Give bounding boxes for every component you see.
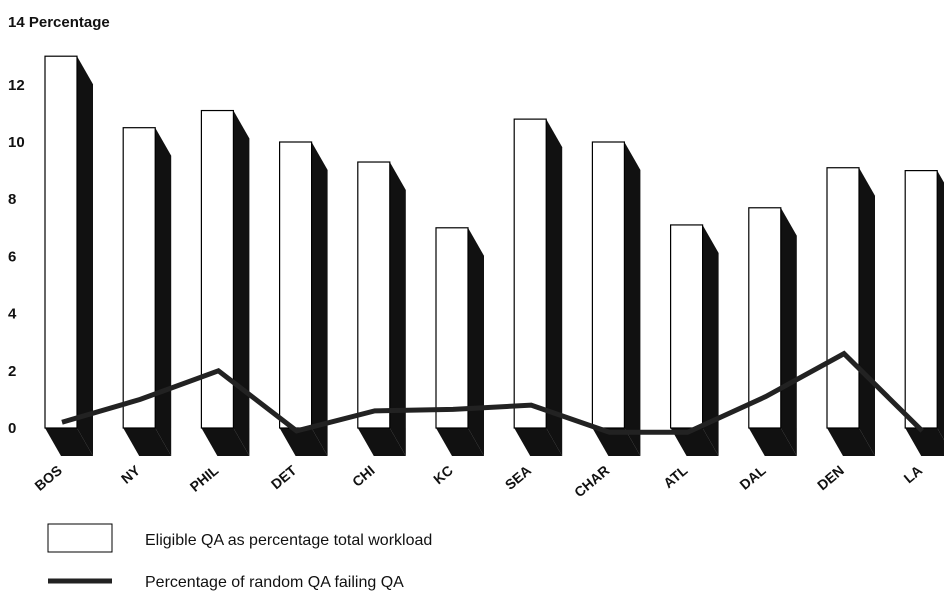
bar bbox=[357, 161, 391, 429]
x-axis-labels: BOS NY PHIL DET CHI KC SEA CHAR ATL DAL DEN LA bbox=[31, 462, 925, 501]
y-tick-label: 12 bbox=[8, 77, 25, 94]
y-tick-label: 10 bbox=[8, 134, 25, 151]
y-tick-label: 2 bbox=[8, 363, 16, 380]
bar-bottom-shadow bbox=[827, 428, 875, 456]
legend: Eligible QA as percentage total workload… bbox=[47, 523, 432, 591]
bar-bottom-shadow bbox=[357, 428, 406, 456]
bar-series bbox=[44, 55, 944, 457]
y-axis-ticks: 0 2 4 6 8 10 12 bbox=[8, 77, 25, 437]
x-category-label: ATL bbox=[660, 462, 691, 491]
x-category-label: NY bbox=[118, 462, 144, 487]
bar-side-face bbox=[780, 207, 797, 456]
line-series-path bbox=[61, 350, 924, 435]
bar-bottom-shadow bbox=[905, 428, 944, 456]
bar bbox=[591, 141, 626, 429]
bar bbox=[669, 224, 704, 429]
bar-bottom-shadow bbox=[436, 428, 484, 456]
bar-side-face bbox=[468, 227, 484, 456]
legend-swatch-bar bbox=[47, 523, 113, 553]
bar-bottom-shadow bbox=[670, 428, 719, 456]
legend-label-bar: Eligible QA as percentage total workload bbox=[145, 532, 432, 549]
bar-side-face bbox=[389, 162, 406, 456]
bar bbox=[44, 55, 78, 429]
bar bbox=[513, 118, 547, 429]
bar bbox=[435, 227, 469, 429]
x-category-label: DAL bbox=[736, 462, 769, 493]
x-category-label: DET bbox=[268, 462, 300, 493]
bar-bottom-shadow bbox=[592, 428, 641, 456]
y-tick-label: 4 bbox=[8, 306, 17, 323]
y-tick-label: 0 bbox=[8, 420, 16, 437]
bar-bottom-shadow bbox=[201, 428, 250, 456]
y-tick-label: 8 bbox=[8, 191, 16, 208]
bar-side-face bbox=[624, 142, 641, 456]
bar bbox=[904, 170, 938, 429]
bar bbox=[122, 127, 156, 429]
bar-bottom-shadow bbox=[279, 428, 328, 456]
bar-side-face bbox=[546, 119, 563, 457]
line-series bbox=[61, 350, 924, 435]
bar-bottom-shadow bbox=[45, 428, 93, 456]
bar-side-face bbox=[155, 127, 172, 456]
x-category-label: LA bbox=[901, 462, 926, 486]
legend-label-line: Percentage of random QA failing QA bbox=[145, 574, 404, 591]
x-category-label: CHI bbox=[349, 462, 378, 490]
y-tick-label: 6 bbox=[8, 248, 16, 265]
bar-bottom-shadow bbox=[748, 428, 797, 456]
x-category-label: CHAR bbox=[571, 462, 612, 500]
bar-side-face bbox=[937, 170, 944, 440]
bar-side-face bbox=[859, 167, 875, 457]
x-category-label: KC bbox=[430, 462, 456, 487]
bar-bottom-shadow bbox=[123, 428, 172, 456]
bar-side-face bbox=[702, 224, 719, 456]
bar bbox=[826, 167, 860, 429]
bar-side-face bbox=[233, 110, 250, 456]
y-axis-title: 14 Percentage bbox=[8, 14, 110, 31]
bar bbox=[279, 141, 313, 429]
bar-side-face bbox=[311, 142, 328, 456]
x-category-label: DEN bbox=[814, 462, 847, 493]
x-category-label: BOS bbox=[31, 462, 65, 494]
x-category-label: SEA bbox=[502, 462, 534, 493]
bar-side-face bbox=[77, 56, 93, 456]
bar-bottom-shadow bbox=[514, 428, 563, 456]
x-category-label: PHIL bbox=[187, 462, 222, 495]
